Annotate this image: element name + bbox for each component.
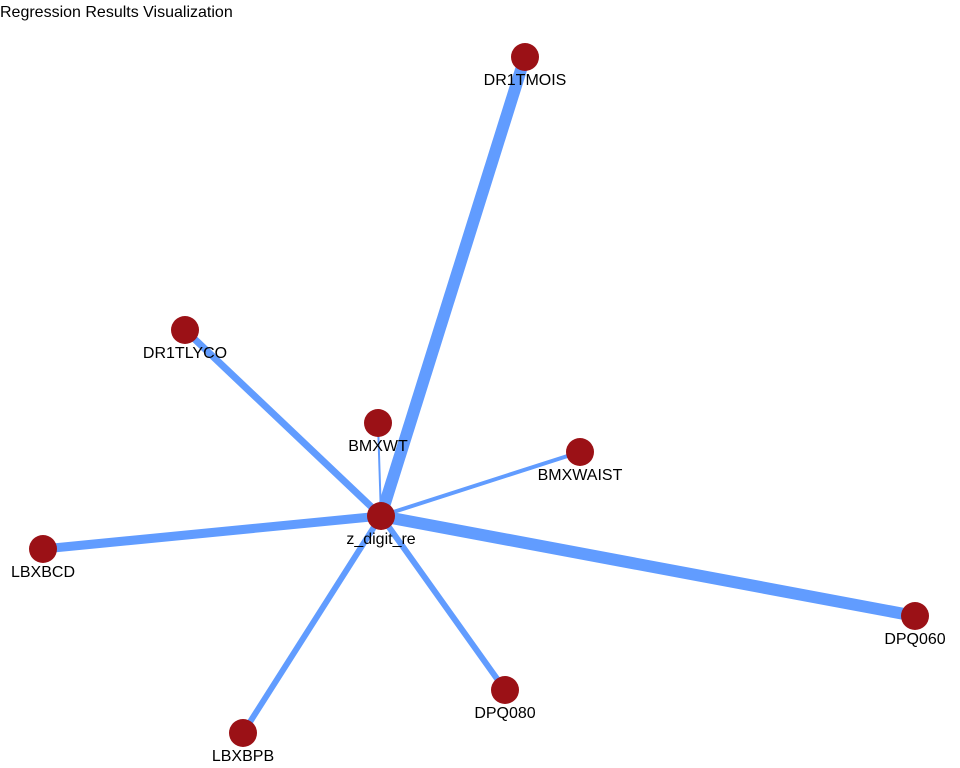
node-label-z_digit_re: z_digit_re: [346, 531, 415, 548]
node-DPQ080[interactable]: [491, 676, 519, 704]
edge-z_digit_re-LBXBPB: [240, 514, 384, 735]
node-label-DR1TMOIS: DR1TMOIS: [484, 72, 567, 89]
edge-z_digit_re-DPQ060: [379, 510, 917, 622]
node-label-LBXBPB: LBXBPB: [212, 748, 274, 765]
edge-z_digit_re-BMXWT: [377, 422, 382, 517]
node-label-BMXWT: BMXWT: [348, 438, 408, 455]
node-LBXBPB[interactable]: [229, 719, 257, 747]
node-label-BMXWAIST: BMXWAIST: [538, 467, 623, 484]
edges-layer: [42, 55, 917, 735]
diagram-title: Regression Results Visualization: [0, 4, 233, 21]
edge-z_digit_re-LBXBCD: [42, 511, 382, 554]
node-label-DPQ060: DPQ060: [884, 631, 945, 648]
edge-z_digit_re-DR1TLYCO: [182, 327, 384, 519]
edge-z_digit_re-DPQ080: [378, 514, 508, 692]
edge-z_digit_re-DR1TMOIS: [375, 55, 531, 518]
node-label-DPQ080: DPQ080: [474, 705, 535, 722]
node-BMXWT[interactable]: [364, 409, 392, 437]
node-label-LBXBCD: LBXBCD: [11, 564, 75, 581]
nodes-layer: [29, 43, 929, 747]
node-DPQ060[interactable]: [901, 602, 929, 630]
node-z_digit_re[interactable]: [367, 502, 395, 530]
node-label-DR1TLYCO: DR1TLYCO: [143, 345, 227, 362]
node-LBXBCD[interactable]: [29, 535, 57, 563]
labels-layer: z_digit_re DR1TMOIS DR1TLYCO BMXWT BMXWAIST L…: [11, 72, 946, 765]
node-DR1TMOIS[interactable]: [511, 43, 539, 71]
edge-z_digit_re-BMXWAIST: [380, 450, 581, 518]
node-BMXWAIST[interactable]: [566, 438, 594, 466]
node-DR1TLYCO[interactable]: [171, 316, 199, 344]
